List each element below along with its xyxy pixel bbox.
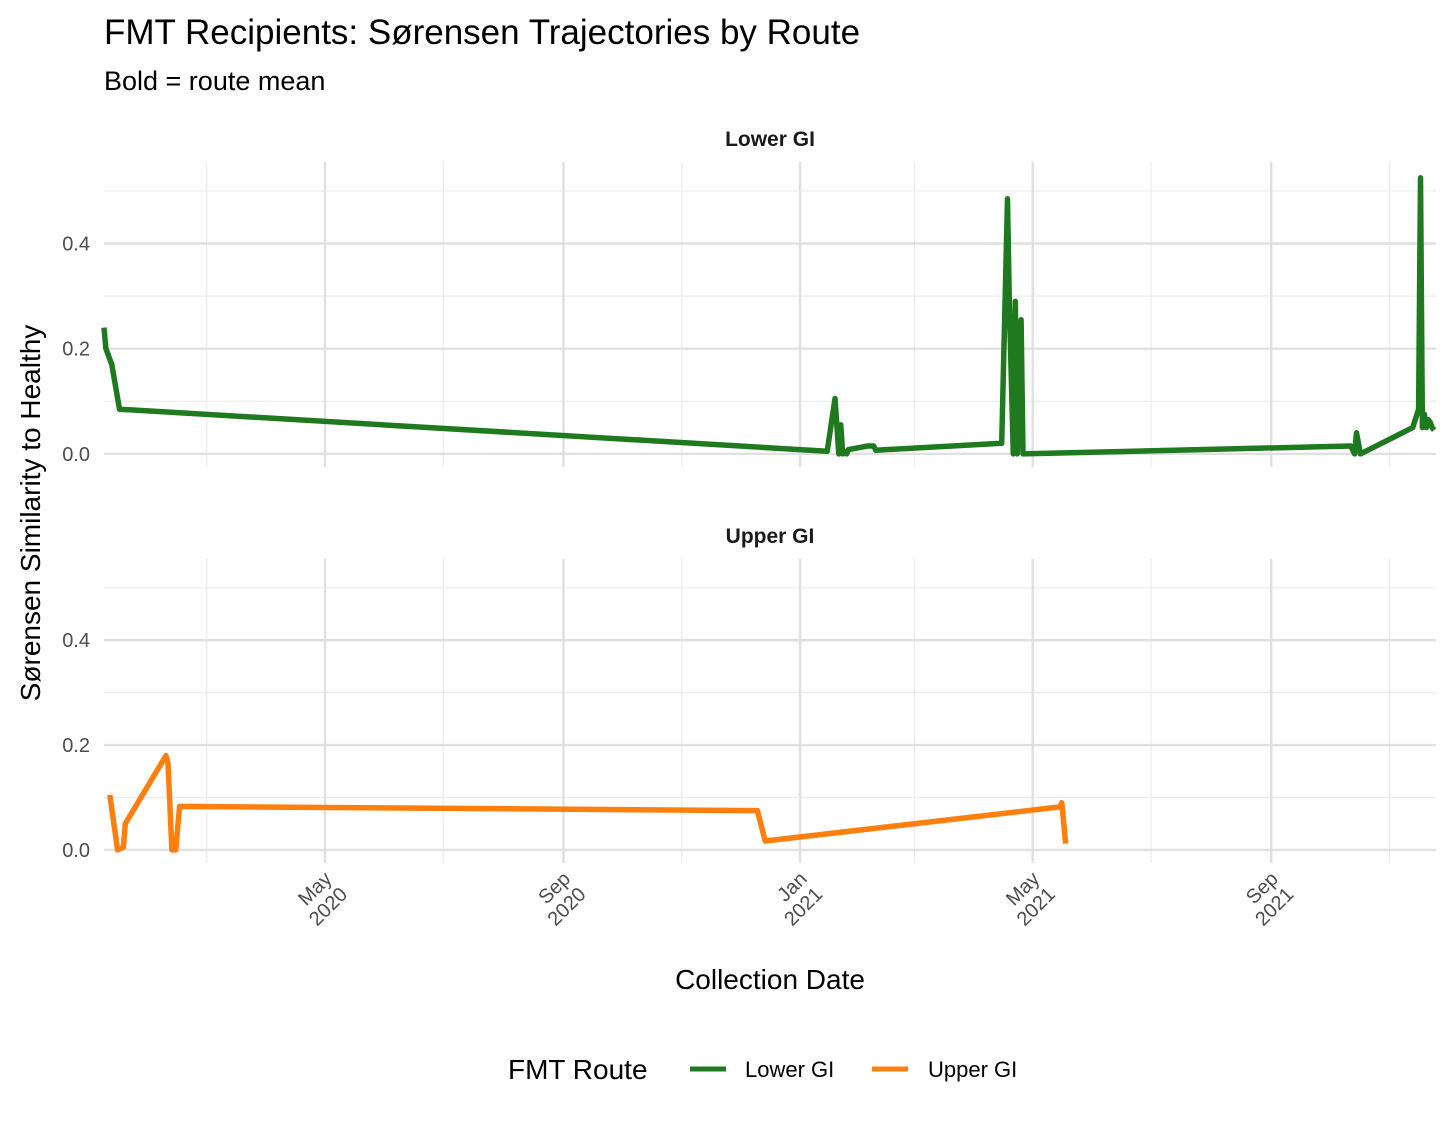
x-tick-label: May2021 bbox=[997, 868, 1060, 931]
x-axis-tick-labels: May2020 Sep2020 Jan2021 May2021 Sep2021 bbox=[290, 868, 1299, 931]
y-tick-label: 0.2 bbox=[62, 339, 90, 361]
x-tick-label: May2020 bbox=[290, 868, 353, 931]
legend-label-upper-gi: Upper GI bbox=[928, 1057, 1017, 1082]
chart-title: FMT Recipients: Sørensen Trajectories by… bbox=[104, 13, 860, 52]
facet-strip-label: Lower GI bbox=[725, 128, 815, 151]
facet-strip-label: Upper GI bbox=[726, 525, 815, 548]
x-tick-label: Sep2021 bbox=[1236, 868, 1299, 931]
x-tick-label: Sep2020 bbox=[528, 868, 591, 931]
series-line-upper-gi bbox=[107, 752, 1069, 853]
x-tick-label: Jan2021 bbox=[765, 868, 828, 931]
chart-subtitle: Bold = route mean bbox=[104, 66, 325, 96]
y-tick-label: 0.2 bbox=[62, 735, 90, 757]
legend-label-lower-gi: Lower GI bbox=[745, 1057, 834, 1082]
y-tick-label: 0.4 bbox=[62, 234, 90, 256]
y-axis-title: Sørensen Similarity to Healthy bbox=[15, 325, 46, 702]
legend-title: FMT Route bbox=[508, 1054, 648, 1085]
series-line-lower-gi bbox=[101, 175, 1437, 457]
y-tick-label: 0.4 bbox=[62, 630, 90, 652]
legend-item-upper-gi: Upper GI bbox=[872, 1057, 1017, 1082]
legend-item-lower-gi: Lower GI bbox=[690, 1057, 834, 1082]
facet-panel-lower-gi: 0.0 0.2 0.4 Lower GI bbox=[62, 128, 1437, 467]
y-tick-label: 0.0 bbox=[62, 444, 90, 466]
legend: FMT Route Lower GI Upper GI bbox=[508, 1054, 1017, 1085]
y-tick-label: 0.0 bbox=[62, 840, 90, 862]
x-axis-title: Collection Date bbox=[675, 964, 865, 995]
facet-panel-upper-gi: 0.0 0.2 0.4 Upper GI bbox=[62, 525, 1436, 863]
